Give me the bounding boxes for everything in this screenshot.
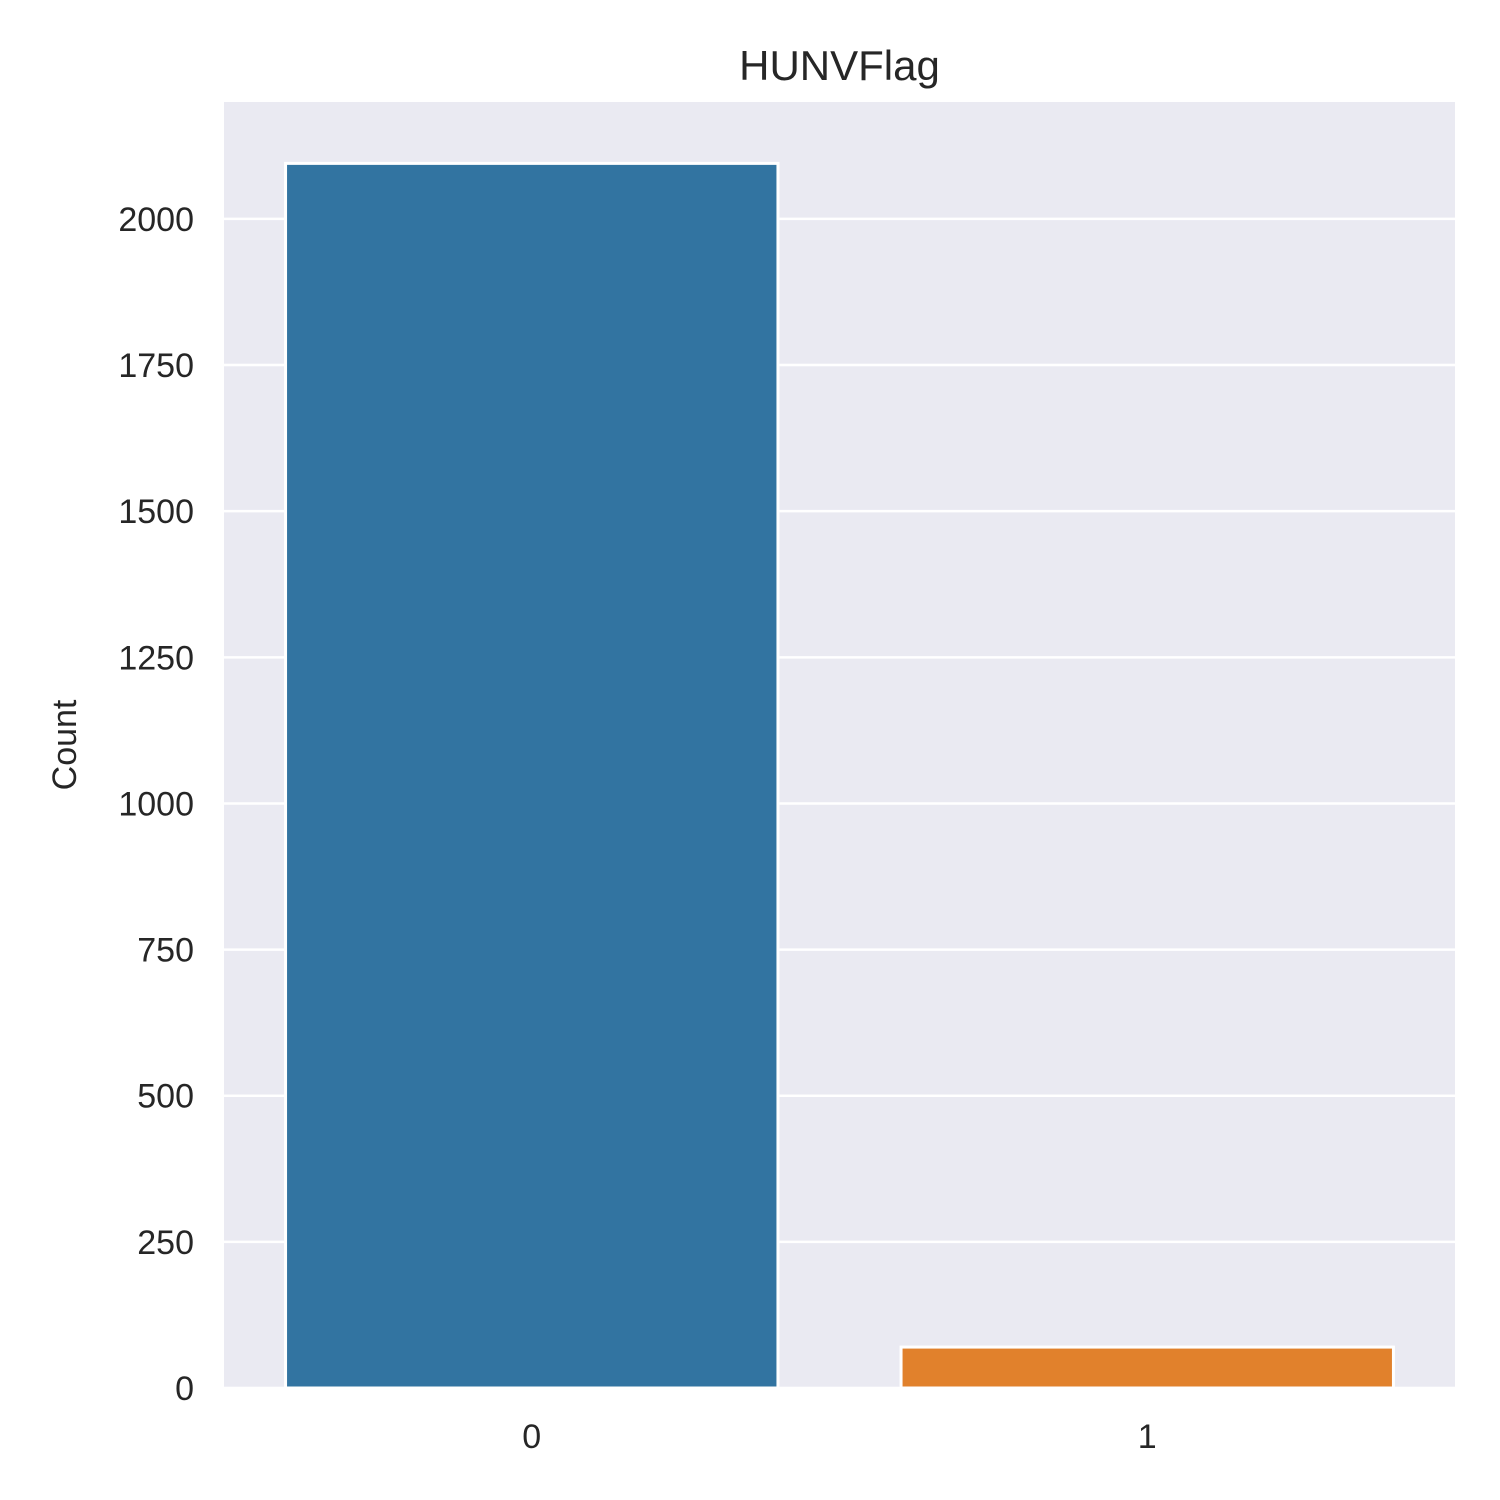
y-tick-label: 750	[137, 932, 194, 970]
x-tick-label: 0	[522, 1418, 541, 1456]
bars	[284, 161, 1395, 1390]
y-tick-label: 0	[175, 1370, 194, 1408]
y-tick-label: 500	[137, 1078, 194, 1116]
y-tick-label: 2000	[118, 201, 194, 239]
bar-1	[899, 1345, 1395, 1390]
y-axis-ticks: 0 250 500 750 1000 1250 1500 1750 2000	[118, 201, 194, 1408]
y-tick-label: 1500	[118, 493, 194, 531]
y-tick-label: 1250	[118, 639, 194, 677]
y-tick-label: 1750	[118, 347, 194, 385]
y-tick-label: 1000	[118, 785, 194, 823]
chart-title: HUNVFlag	[739, 42, 940, 89]
x-tick-label: 1	[1138, 1418, 1157, 1456]
y-tick-label: 250	[137, 1224, 194, 1262]
bar-0	[284, 161, 780, 1390]
y-axis-label: Count	[46, 699, 84, 790]
